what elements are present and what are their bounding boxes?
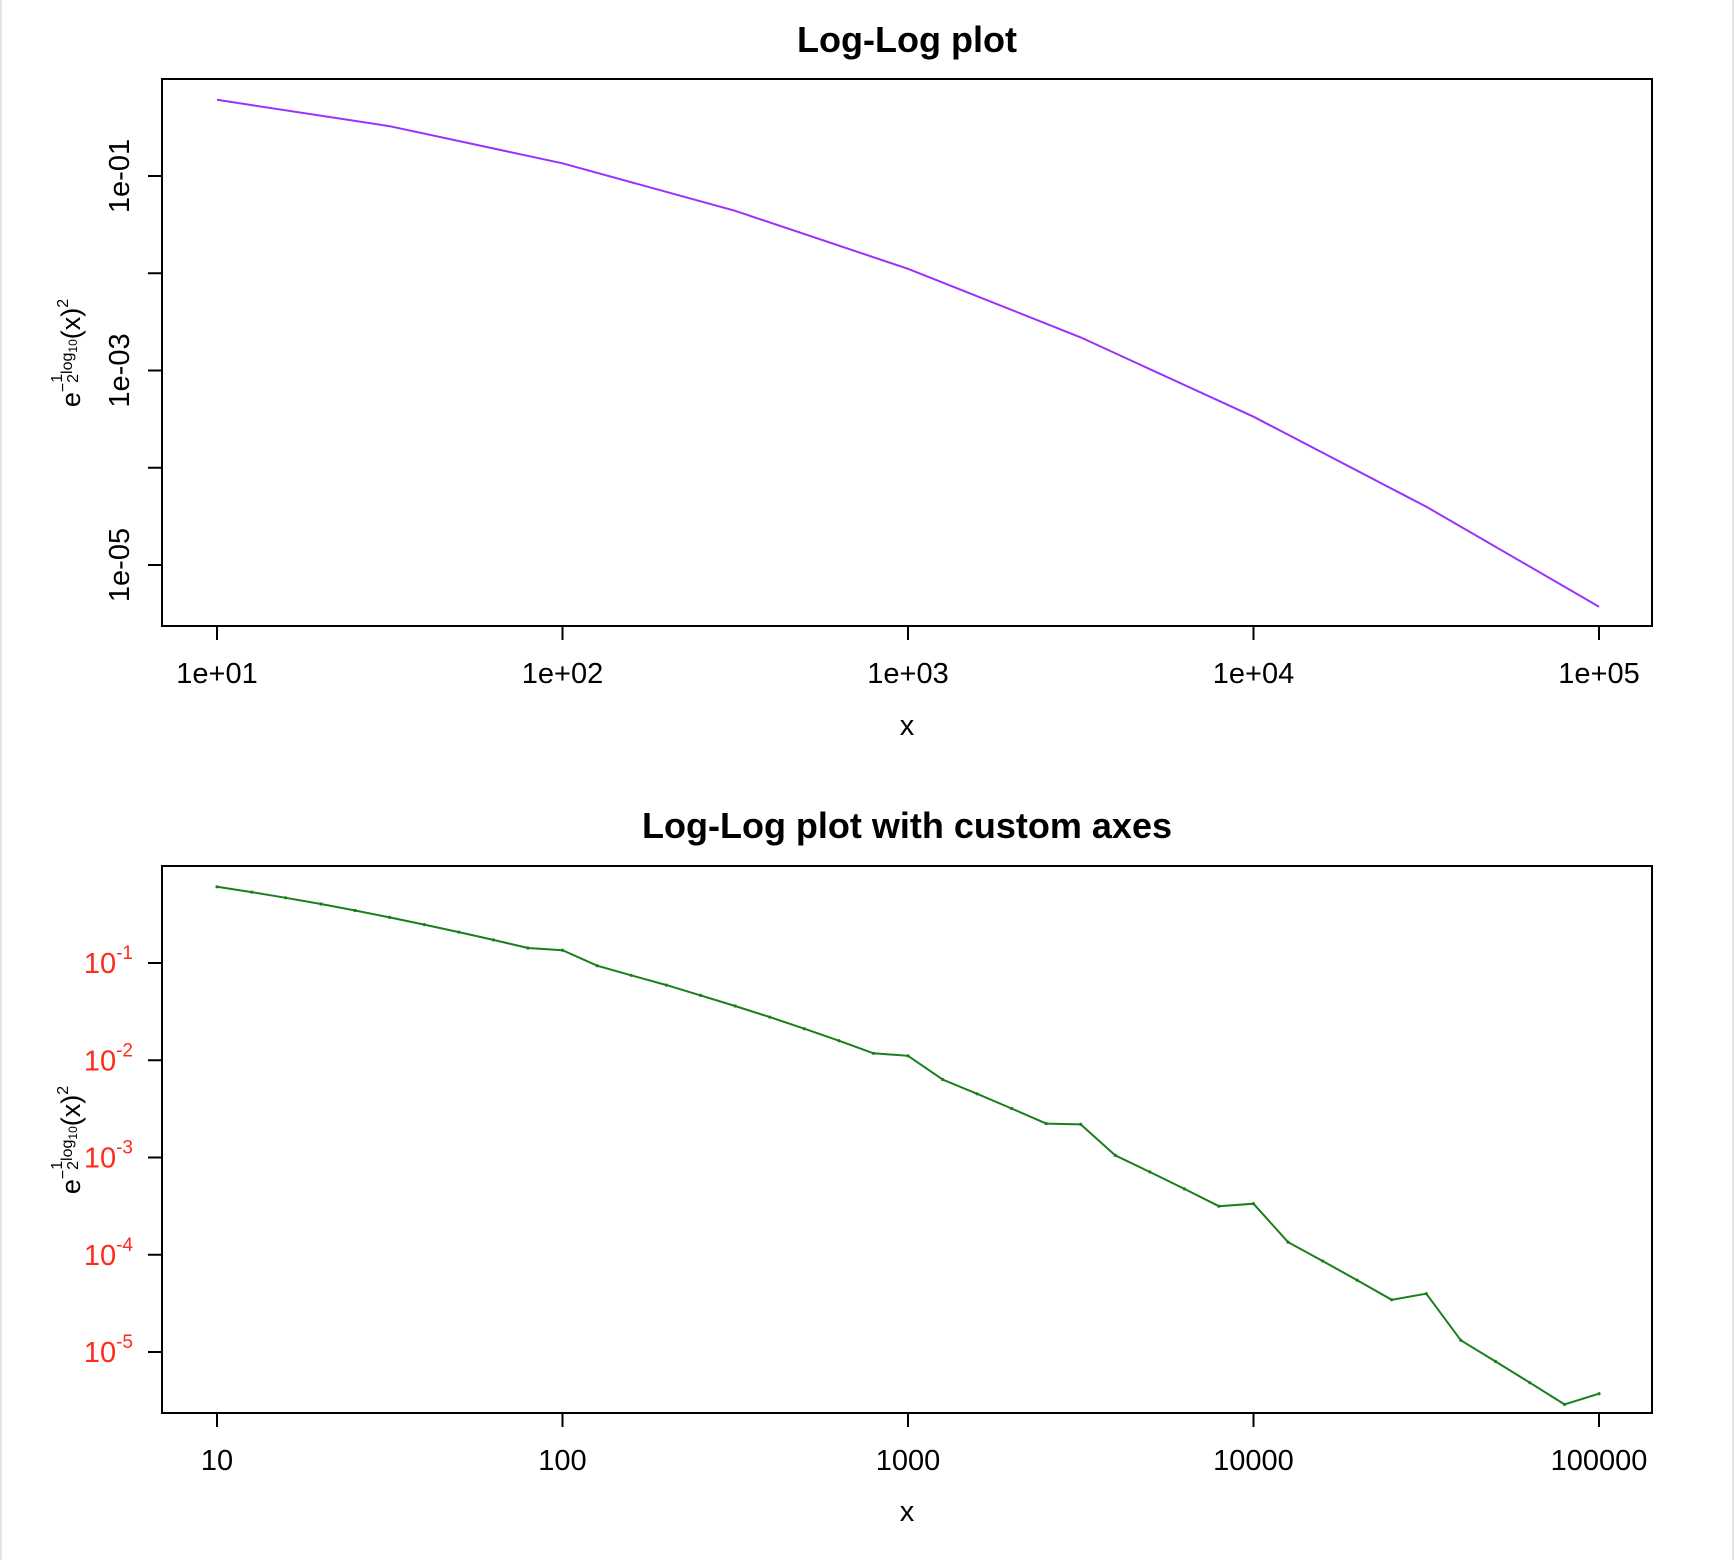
x-axis: 10 100 1000 10000 100000 [201,1413,1648,1477]
x-tick-label: 1000 [876,1445,941,1477]
data-point [906,1054,910,1058]
y-label-frac-num: 1 [49,1161,66,1170]
x-tick-label: 10 [201,1445,233,1477]
data-point [215,885,219,889]
y-label-exponent: 2 [55,1086,72,1095]
y-label-base: e [56,392,86,407]
y-label-frac-num: 1 [49,374,66,383]
series-line [216,98,1600,608]
y-tick-label: 10-2 [84,1040,133,1077]
data-point [802,1027,806,1031]
chart-title: Log-Log plot [797,19,1017,60]
y-label-arg: (x) [56,308,86,339]
data-point [664,983,669,987]
data-point [388,915,392,920]
data-point [1044,1122,1048,1126]
data-point [1390,1298,1394,1302]
x-tick-label: 1e+01 [176,658,257,690]
y-tick-label: 10-4 [84,1235,134,1272]
x-axis-label: x [900,1496,915,1528]
x-tick-label: 1e+02 [522,658,603,690]
data-point [1217,1204,1221,1208]
data-point [1597,1392,1601,1396]
y-label-frac-den: 2 [65,1161,82,1170]
y-label-log: log [59,353,76,374]
x-axis: 1e+01 1e+02 1e+03 1e+04 1e+05 [176,626,1640,690]
y-tick-label: 1e-05 [104,528,136,602]
y-axis: 1e-01 1e-03 1e-05 [104,139,162,602]
data-point [1182,1187,1186,1191]
y-label-exponent: 2 [55,299,72,308]
data-point [941,1077,945,1082]
data-point [837,1039,841,1043]
data-point [975,1092,979,1096]
data-point [871,1051,876,1055]
data-point [1251,1202,1256,1206]
data-point [1321,1259,1325,1263]
data-point [1528,1381,1532,1385]
data-point [595,964,599,968]
y-axis: 10-1 10-2 10-3 10-4 10-5 [84,943,162,1369]
data-point [1459,1338,1463,1342]
data-point [284,896,288,900]
svg-text:e−12log10(x)2: e−12log10(x)2 [49,299,86,407]
data-point [1113,1153,1117,1157]
panel-log-log: Log-Log plot 1e+01 1e+02 1e+03 1e+04 1e+05 1… [49,19,1653,742]
data-point [1148,1170,1152,1174]
y-tick-label: 1e-03 [104,333,136,407]
data-point [1493,1359,1497,1363]
data-point [1286,1240,1290,1244]
data-point [699,993,703,998]
data-point [526,946,530,950]
y-axis-label: e−12log10(x)2 [49,1086,86,1194]
data-point [319,902,323,906]
x-tick-label: 1e+04 [1213,658,1294,690]
plot-box [161,78,1653,627]
y-label-log: log [59,1140,76,1161]
x-axis-label: x [900,710,915,742]
data-point [457,930,461,934]
data-point [491,938,495,942]
data-point [1010,1106,1014,1111]
data-point [560,948,565,952]
data-point [1562,1402,1567,1406]
data-point [629,973,633,977]
x-tick-label: 10000 [1213,1445,1294,1477]
x-tick-label: 1e+03 [867,658,948,690]
plot-box [161,865,1653,1414]
y-label-minus: − [55,1170,72,1179]
x-tick-label: 100 [538,1445,586,1477]
data-point [1355,1278,1359,1282]
data-point [768,1015,772,1019]
y-label-log-base: 10 [66,1126,80,1140]
data-point [422,923,426,927]
x-tick-label: 100000 [1551,1445,1648,1477]
y-label-base: e [56,1179,86,1194]
x-tick-label: 1e+05 [1558,658,1639,690]
series-markers [215,885,1601,1406]
y-label-arg: (x) [56,1095,86,1126]
y-tick-label: 1e-01 [104,139,136,213]
data-point [250,890,254,894]
chart-title: Log-Log plot with custom axes [642,805,1172,846]
series-line [216,885,1600,1406]
data-point [1424,1292,1428,1296]
data-point [1079,1122,1083,1126]
y-tick-label: 10-5 [84,1332,133,1369]
panel-log-log-custom-axes: Log-Log plot with custom axes 10 100 1000 1… [49,805,1653,1528]
y-label-frac-den: 2 [65,374,82,383]
y-label-log-base: 10 [66,339,80,353]
y-axis-label: e−12log10(x)2 [49,299,86,407]
data-point [733,1004,737,1008]
svg-text:e−12log10(x)2: e−12log10(x)2 [49,1086,86,1194]
y-tick-label: 10-1 [84,943,133,980]
y-tick-label: 10-3 [84,1138,133,1175]
y-label-minus: − [55,383,72,392]
data-point [353,908,357,913]
